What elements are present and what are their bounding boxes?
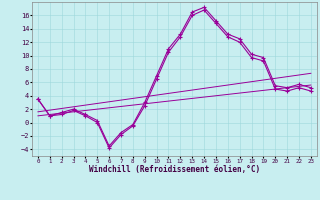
X-axis label: Windchill (Refroidissement éolien,°C): Windchill (Refroidissement éolien,°C) bbox=[89, 165, 260, 174]
